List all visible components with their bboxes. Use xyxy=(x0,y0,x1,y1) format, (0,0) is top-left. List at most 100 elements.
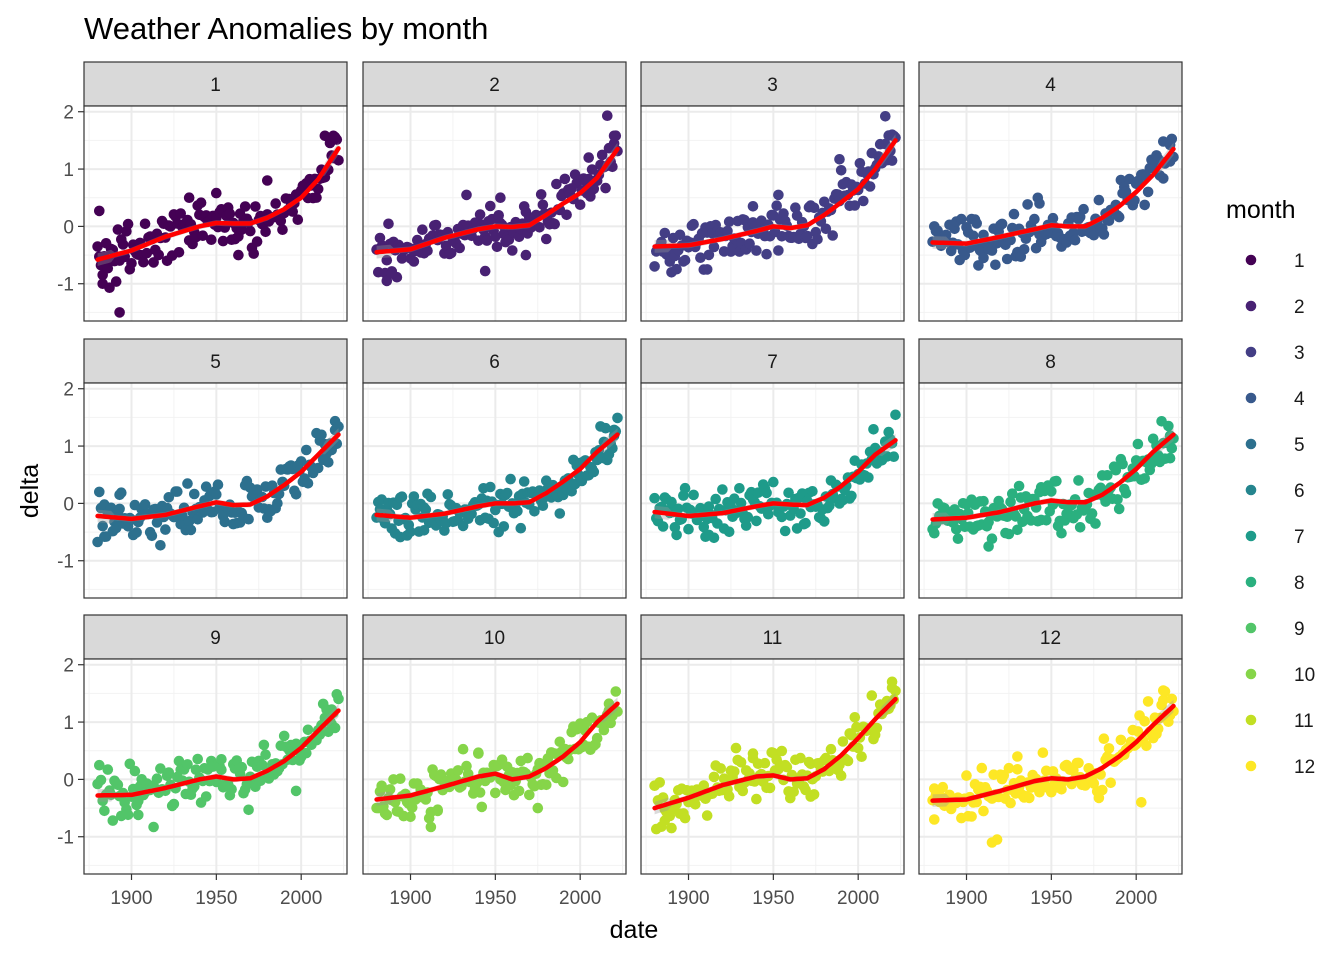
data-point xyxy=(189,488,200,500)
data-point xyxy=(139,499,151,510)
legend-label: 7 xyxy=(1294,527,1305,548)
data-point xyxy=(461,189,472,201)
facet-strip-label: 3 xyxy=(767,75,778,96)
facet-panel-10: 10 1900 1950 2000 xyxy=(362,614,627,909)
data-point xyxy=(1029,213,1040,225)
data-point xyxy=(133,809,144,821)
data-point xyxy=(1146,458,1157,469)
data-point xyxy=(800,517,811,529)
data-point xyxy=(114,307,125,318)
data-point xyxy=(773,245,784,256)
data-point xyxy=(1013,480,1025,492)
facet-strip xyxy=(362,614,627,660)
data-point xyxy=(549,218,560,230)
data-point xyxy=(730,742,742,754)
data-point xyxy=(1056,784,1067,795)
data-point xyxy=(820,223,832,235)
data-point xyxy=(277,224,288,235)
data-point xyxy=(657,792,669,803)
data-point xyxy=(507,245,518,256)
data-point xyxy=(395,492,406,504)
data-point xyxy=(425,491,437,503)
data-point xyxy=(185,524,197,536)
legend-item-2: 2 xyxy=(1245,297,1305,318)
facet-strip-label: 9 xyxy=(210,628,221,649)
data-point xyxy=(395,773,406,784)
data-point xyxy=(172,486,183,497)
data-point xyxy=(1110,464,1122,476)
chart-title: Weather Anomalies by month xyxy=(84,11,488,46)
facet-strip-label: 11 xyxy=(763,628,783,649)
data-point xyxy=(323,457,334,468)
data-point xyxy=(1051,475,1062,487)
data-point xyxy=(990,259,1001,271)
data-point xyxy=(1095,482,1106,494)
data-point xyxy=(688,218,699,230)
data-point xyxy=(698,521,710,533)
data-point xyxy=(666,822,677,834)
data-point xyxy=(329,132,341,143)
data-point xyxy=(1090,518,1101,529)
data-point xyxy=(301,444,312,456)
data-point xyxy=(272,497,283,509)
x-tick-label: 1950 xyxy=(752,888,794,909)
data-point xyxy=(146,530,158,542)
data-point xyxy=(243,513,254,525)
data-point xyxy=(1132,726,1144,737)
data-point xyxy=(1163,420,1174,432)
data-point xyxy=(258,739,270,751)
legend-item-12: 12 xyxy=(1245,757,1315,778)
data-point xyxy=(868,424,879,435)
data-point xyxy=(945,245,957,257)
data-point xyxy=(418,525,430,536)
data-point xyxy=(710,493,721,505)
data-point xyxy=(501,487,513,499)
legend-key xyxy=(1245,576,1257,588)
data-point xyxy=(1139,716,1150,727)
data-point xyxy=(256,759,268,771)
data-point xyxy=(1001,253,1013,265)
data-point xyxy=(138,256,149,268)
data-point xyxy=(312,183,324,195)
data-point xyxy=(275,215,287,227)
x-tick-label: 1950 xyxy=(474,888,516,909)
data-point xyxy=(153,249,164,261)
facet-strip xyxy=(640,61,905,107)
legend-label: 11 xyxy=(1294,711,1314,732)
data-point xyxy=(703,501,715,512)
y-tick-label: -1 xyxy=(57,828,74,849)
data-point xyxy=(991,834,1003,845)
x-tick-label: 2000 xyxy=(280,888,322,909)
data-point xyxy=(846,490,857,502)
data-point xyxy=(114,503,125,515)
data-point xyxy=(701,810,713,821)
data-point xyxy=(951,524,962,535)
legend-item-10: 10 xyxy=(1245,665,1315,686)
facet-strip xyxy=(83,61,348,107)
data-point xyxy=(886,682,898,693)
data-point xyxy=(690,799,701,810)
data-point xyxy=(783,487,794,499)
data-point xyxy=(1074,522,1086,533)
data-point xyxy=(513,785,525,797)
data-point xyxy=(1012,751,1023,762)
data-point xyxy=(92,241,103,252)
data-point xyxy=(1024,792,1035,804)
data-point xyxy=(1113,211,1125,223)
data-point xyxy=(717,484,728,495)
data-point xyxy=(408,256,420,267)
x-axis-label: date xyxy=(610,916,659,944)
data-point xyxy=(311,192,322,203)
data-point xyxy=(723,526,735,538)
panel-border xyxy=(640,105,905,322)
data-point xyxy=(703,529,715,541)
smooth-confidence-band xyxy=(654,134,896,253)
data-point xyxy=(795,752,806,764)
data-point xyxy=(744,238,755,249)
data-point xyxy=(329,722,341,734)
data-point xyxy=(773,189,784,201)
data-point xyxy=(513,231,525,243)
data-point xyxy=(740,520,752,531)
data-point xyxy=(654,777,665,788)
